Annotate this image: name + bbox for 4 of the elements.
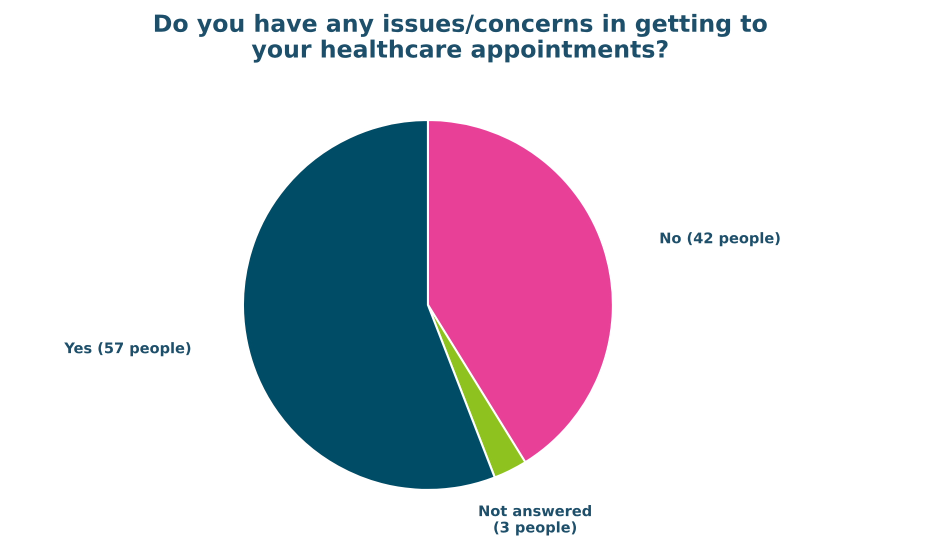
slice-label: No (42 people) (660, 232, 780, 246)
slice-label: Not answered (3 people) (479, 505, 591, 536)
chart-title: Do you have any issues/concerns in getting to your healthcare appointments? (154, 14, 767, 63)
slice-label: Yes (57 people) (64, 342, 190, 356)
